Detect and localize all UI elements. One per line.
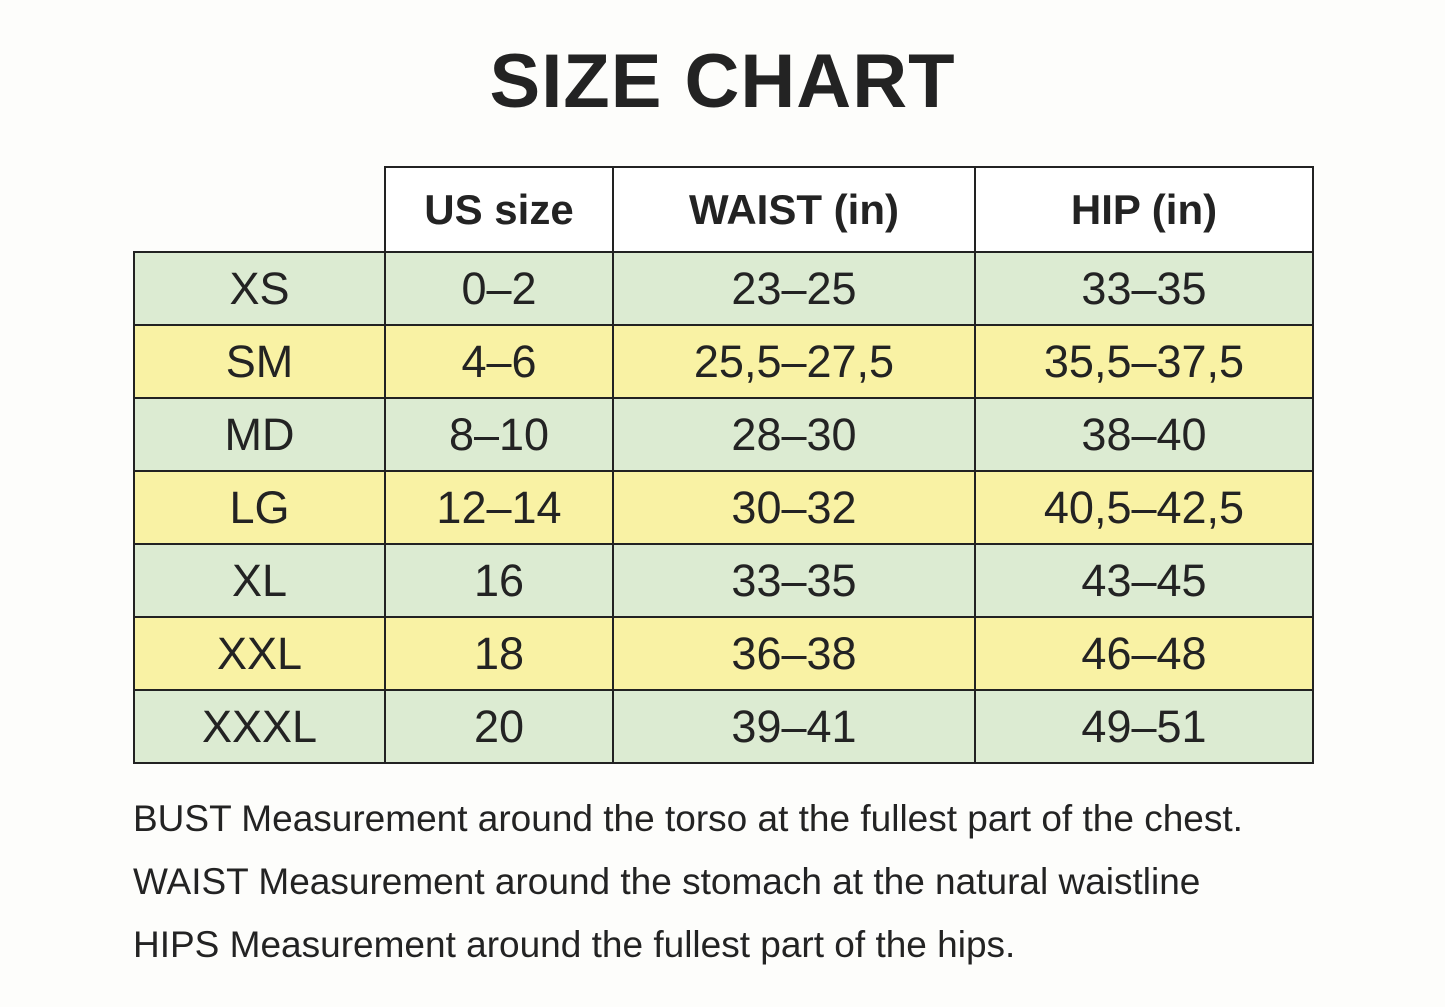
table-row: MD 8–10 28–30 38–40 bbox=[133, 397, 1314, 472]
size-cell: MD bbox=[133, 397, 386, 472]
us-size-cell: 20 bbox=[384, 689, 614, 764]
us-size-cell: 0–2 bbox=[384, 251, 614, 326]
size-cell: SM bbox=[133, 324, 386, 399]
table-row: XXXL 20 39–41 49–51 bbox=[133, 689, 1314, 764]
note-bust: BUST Measurement around the torso at the… bbox=[133, 798, 1243, 839]
table-row: LG 12–14 30–32 40,5–42,5 bbox=[133, 470, 1314, 545]
waist-cell: 30–32 bbox=[612, 470, 976, 545]
note-waist: WAIST Measurement around the stomach at … bbox=[133, 860, 1201, 902]
waist-cell: 25,5–27,5 bbox=[612, 324, 976, 399]
hip-cell: 49–51 bbox=[974, 689, 1314, 764]
hip-cell: 40,5–42,5 bbox=[974, 470, 1314, 545]
table-row: XS 0–2 23–25 33–35 bbox=[133, 251, 1314, 326]
table-row: SM 4–6 25,5–27,5 35,5–37,5 bbox=[133, 324, 1314, 399]
hip-cell: 38–40 bbox=[974, 397, 1314, 472]
us-size-cell: 4–6 bbox=[384, 324, 614, 399]
size-cell: XS bbox=[133, 251, 386, 326]
size-chart-page: SIZE CHART US size WAIST (in) HIP (in) X… bbox=[0, 44, 1445, 970]
waist-cell: 23–25 bbox=[612, 251, 976, 326]
header-row: US size WAIST (in) HIP (in) bbox=[134, 166, 1314, 253]
waist-cell: 28–30 bbox=[612, 397, 976, 472]
waist-cell: 36–38 bbox=[612, 616, 976, 691]
us-size-cell: 18 bbox=[384, 616, 614, 691]
measurement-notes: BUST Measurement around the torso at the… bbox=[133, 794, 1313, 970]
hip-cell: 43–45 bbox=[974, 543, 1314, 618]
size-cell: XXL bbox=[133, 616, 386, 691]
size-chart-table: US size WAIST (in) HIP (in) XS 0–2 23–25 33… bbox=[133, 166, 1314, 764]
hip-cell: 46–48 bbox=[974, 616, 1314, 691]
us-size-cell: 12–14 bbox=[384, 470, 614, 545]
table-row: XXL 18 36–38 46–48 bbox=[133, 616, 1314, 691]
waist-cell: 33–35 bbox=[612, 543, 976, 618]
blank-header-cell bbox=[134, 167, 385, 252]
waist-cell: 39–41 bbox=[612, 689, 976, 764]
note-hips: HIPS Measurement around the fullest part… bbox=[133, 923, 1016, 965]
size-cell: XL bbox=[133, 543, 386, 618]
size-cell: XXXL bbox=[133, 689, 386, 764]
column-header-hip: HIP (in) bbox=[974, 166, 1314, 253]
hip-cell: 33–35 bbox=[974, 251, 1314, 326]
size-table-body: XS 0–2 23–25 33–35 SM 4–6 25,5–27,5 35,5–37,5 MD… bbox=[133, 251, 1314, 764]
us-size-cell: 16 bbox=[384, 543, 614, 618]
hip-cell: 35,5–37,5 bbox=[974, 324, 1314, 399]
column-header-us-size: US size bbox=[384, 166, 614, 253]
us-size-cell: 8–10 bbox=[384, 397, 614, 472]
page-title: SIZE CHART bbox=[489, 39, 956, 124]
size-cell: LG bbox=[133, 470, 386, 545]
table-row: XL 16 33–35 43–45 bbox=[133, 543, 1314, 618]
column-header-waist: WAIST (in) bbox=[612, 166, 976, 253]
